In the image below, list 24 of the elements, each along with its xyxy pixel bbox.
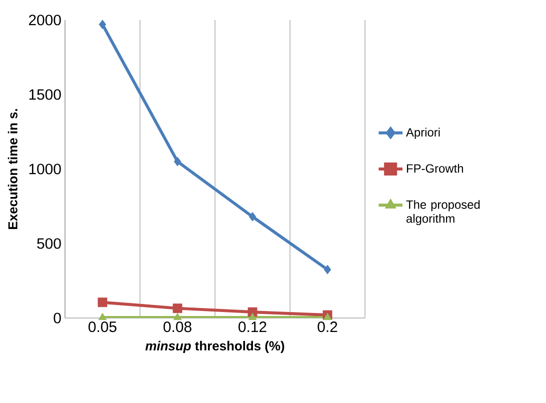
point bbox=[324, 264, 332, 274]
point bbox=[323, 312, 332, 320]
y-tick-label: 1000 bbox=[29, 164, 61, 174]
y-tick-label: 0 bbox=[54, 312, 61, 324]
legend-label: The proposed algorithm bbox=[406, 200, 480, 226]
point bbox=[174, 156, 182, 166]
x-tick-label: 0.12 bbox=[238, 322, 266, 332]
point bbox=[98, 20, 106, 30]
y-tick-label: 500 bbox=[37, 238, 61, 249]
x-tick-label: 0.2 bbox=[318, 322, 338, 332]
x-tick-label: 0.05 bbox=[88, 322, 116, 332]
point bbox=[248, 312, 257, 320]
x-axis-title: minsup thresholds (%) bbox=[145, 340, 284, 354]
legend-label: Apriori bbox=[406, 128, 440, 139]
y-tick-label: 1500 bbox=[29, 89, 61, 100]
point bbox=[173, 312, 182, 320]
legend-label: FP-Growth bbox=[406, 164, 463, 173]
point bbox=[248, 212, 256, 222]
x-tick-label: 0.08 bbox=[164, 322, 192, 332]
y-axis-title: Execution time in s. bbox=[8, 109, 18, 229]
point bbox=[172, 304, 182, 314]
point bbox=[98, 312, 107, 320]
point bbox=[98, 298, 108, 308]
y-tick-label: 2000 bbox=[28, 14, 61, 26]
